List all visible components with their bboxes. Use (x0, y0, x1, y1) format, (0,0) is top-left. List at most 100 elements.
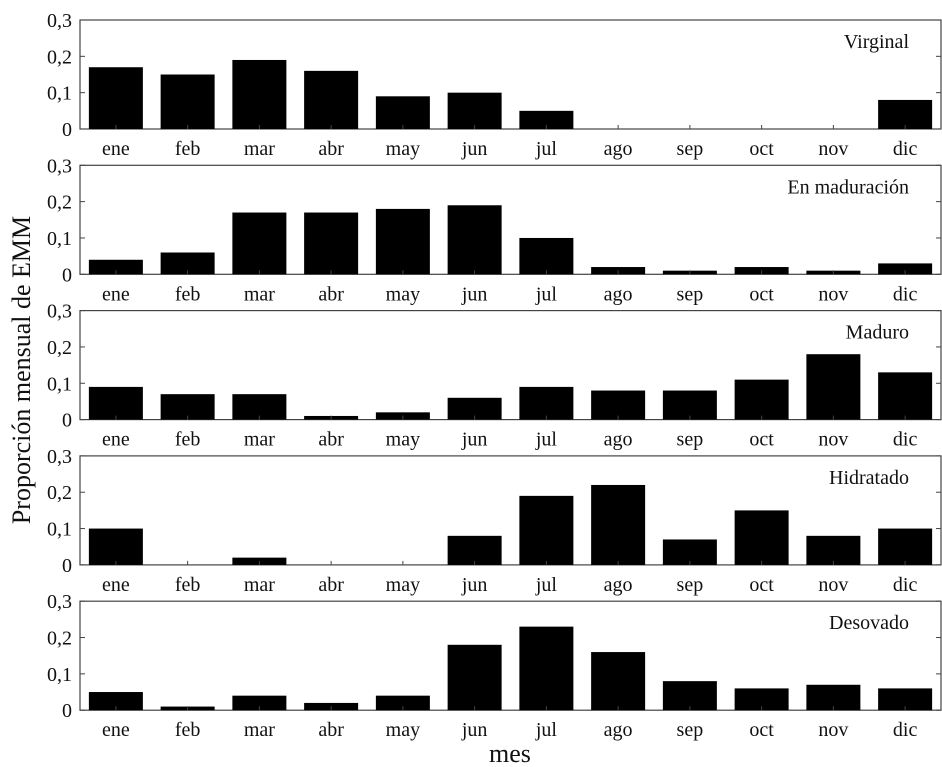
bar-dic (878, 99, 933, 129)
x-tick-label: jun (461, 138, 488, 160)
bar-ene (88, 692, 143, 711)
bar-mar (232, 59, 287, 129)
x-tick-label: jul (535, 574, 558, 596)
bar-jul (519, 495, 574, 565)
x-tick-label: may (386, 719, 420, 741)
bar-oct (734, 688, 789, 711)
y-tick-label: 0,3 (47, 446, 72, 468)
panel-title: Desovado (829, 612, 909, 634)
x-axis-label: mes (489, 739, 531, 767)
x-tick-label: feb (175, 574, 201, 596)
panel-1: 0 0,1 0,2 0,3 ene feb mar abr may jun jul ago sep oct… (47, 10, 942, 160)
bar-feb (160, 394, 215, 420)
bar-jun (447, 397, 502, 420)
y-tick-label: 0,2 (47, 337, 72, 359)
x-tick-label: nov (818, 429, 848, 451)
x-tick-label: jun (461, 574, 488, 596)
bar-may (375, 695, 430, 711)
x-tick-label: sep (677, 719, 704, 741)
x-tick-label: ene (102, 138, 130, 160)
bar-jun (447, 644, 502, 711)
y-axis-label: Proporción mensual de EMM (7, 216, 36, 524)
y-tick-label: 0,1 (47, 664, 72, 686)
bar-jul (519, 386, 574, 420)
x-tick-label: ago (604, 138, 633, 160)
y-tick-label: 0,2 (47, 46, 72, 68)
bar-ene (88, 386, 143, 420)
bar-jul (519, 237, 574, 275)
x-tick-label: ene (102, 429, 130, 451)
panel-4: 0 0,1 0,2 0,3 ene feb mar abr may jun jul ago sep oct… (47, 446, 942, 596)
x-tick-label: dic (893, 429, 918, 451)
y-tick-label: 0,1 (47, 519, 72, 541)
x-tick-label: ene (102, 719, 130, 741)
x-tick-label: mar (244, 574, 275, 596)
x-tick-label: sep (677, 574, 704, 596)
panel-3: 0 0,1 0,2 0,3 ene feb mar abr may jun jul ago sep oct… (47, 301, 942, 451)
panels: 0 0,1 0,2 0,3 ene feb mar abr may jun jul ago sep oct… (47, 10, 942, 741)
x-tick-label: nov (818, 138, 848, 160)
panel-frame (79, 19, 942, 130)
x-tick-label: oct (749, 283, 774, 305)
x-tick-label: jun (461, 719, 488, 741)
panel-title: Hidratado (829, 467, 909, 489)
bar-dic (878, 263, 933, 275)
y-tick-label: 0,3 (47, 301, 72, 323)
panel-frame (79, 164, 942, 275)
bar-may (375, 208, 430, 275)
x-tick-label: abr (318, 429, 344, 451)
bar-may (375, 96, 430, 129)
x-tick-label: jul (535, 283, 558, 305)
y-tick-label: 0 (62, 264, 72, 286)
x-tick-label: oct (749, 719, 774, 741)
x-tick-label: abr (318, 574, 344, 596)
bar-jul (519, 626, 574, 711)
bar-jun (447, 92, 502, 129)
x-tick-label: oct (749, 138, 774, 160)
panel-frame (79, 455, 942, 566)
y-tick-label: 0,2 (47, 192, 72, 214)
x-tick-label: jul (535, 719, 558, 741)
x-tick-label: ene (102, 283, 130, 305)
bar-dic (878, 688, 933, 711)
bar-oct (734, 510, 789, 565)
x-tick-label: jun (461, 429, 488, 451)
bar-nov (806, 354, 861, 420)
x-tick-label: dic (893, 138, 918, 160)
x-tick-label: sep (677, 429, 704, 451)
bar-oct (734, 379, 789, 420)
bar-ago (591, 390, 646, 420)
bar-sep (662, 390, 717, 420)
bar-dic (878, 528, 933, 565)
x-tick-label: sep (677, 283, 704, 305)
bar-nov (806, 684, 861, 711)
x-tick-label: ene (102, 574, 130, 596)
y-tick-label: 0 (62, 410, 72, 432)
x-tick-label: dic (893, 283, 918, 305)
x-tick-label: mar (244, 138, 275, 160)
panel-frame (79, 600, 942, 711)
x-tick-label: abr (318, 719, 344, 741)
bar-sep (662, 681, 717, 711)
x-tick-label: feb (175, 719, 201, 741)
x-tick-label: mar (244, 429, 275, 451)
panel-title: En maduración (787, 176, 909, 198)
y-tick-label: 0,2 (47, 482, 72, 504)
x-tick-label: jul (535, 429, 558, 451)
x-tick-label: may (386, 138, 420, 160)
x-tick-label: jun (461, 283, 488, 305)
x-tick-label: dic (893, 574, 918, 596)
y-tick-label: 0,3 (47, 155, 72, 177)
x-tick-label: mar (244, 719, 275, 741)
x-tick-label: may (386, 574, 420, 596)
x-tick-label: nov (818, 574, 848, 596)
x-tick-label: nov (818, 719, 848, 741)
x-tick-label: nov (818, 283, 848, 305)
x-tick-label: feb (175, 429, 201, 451)
y-tick-label: 0 (62, 700, 72, 722)
x-tick-label: ago (604, 719, 633, 741)
bar-ago (591, 484, 646, 565)
x-tick-label: dic (893, 719, 918, 741)
x-tick-label: ago (604, 283, 633, 305)
